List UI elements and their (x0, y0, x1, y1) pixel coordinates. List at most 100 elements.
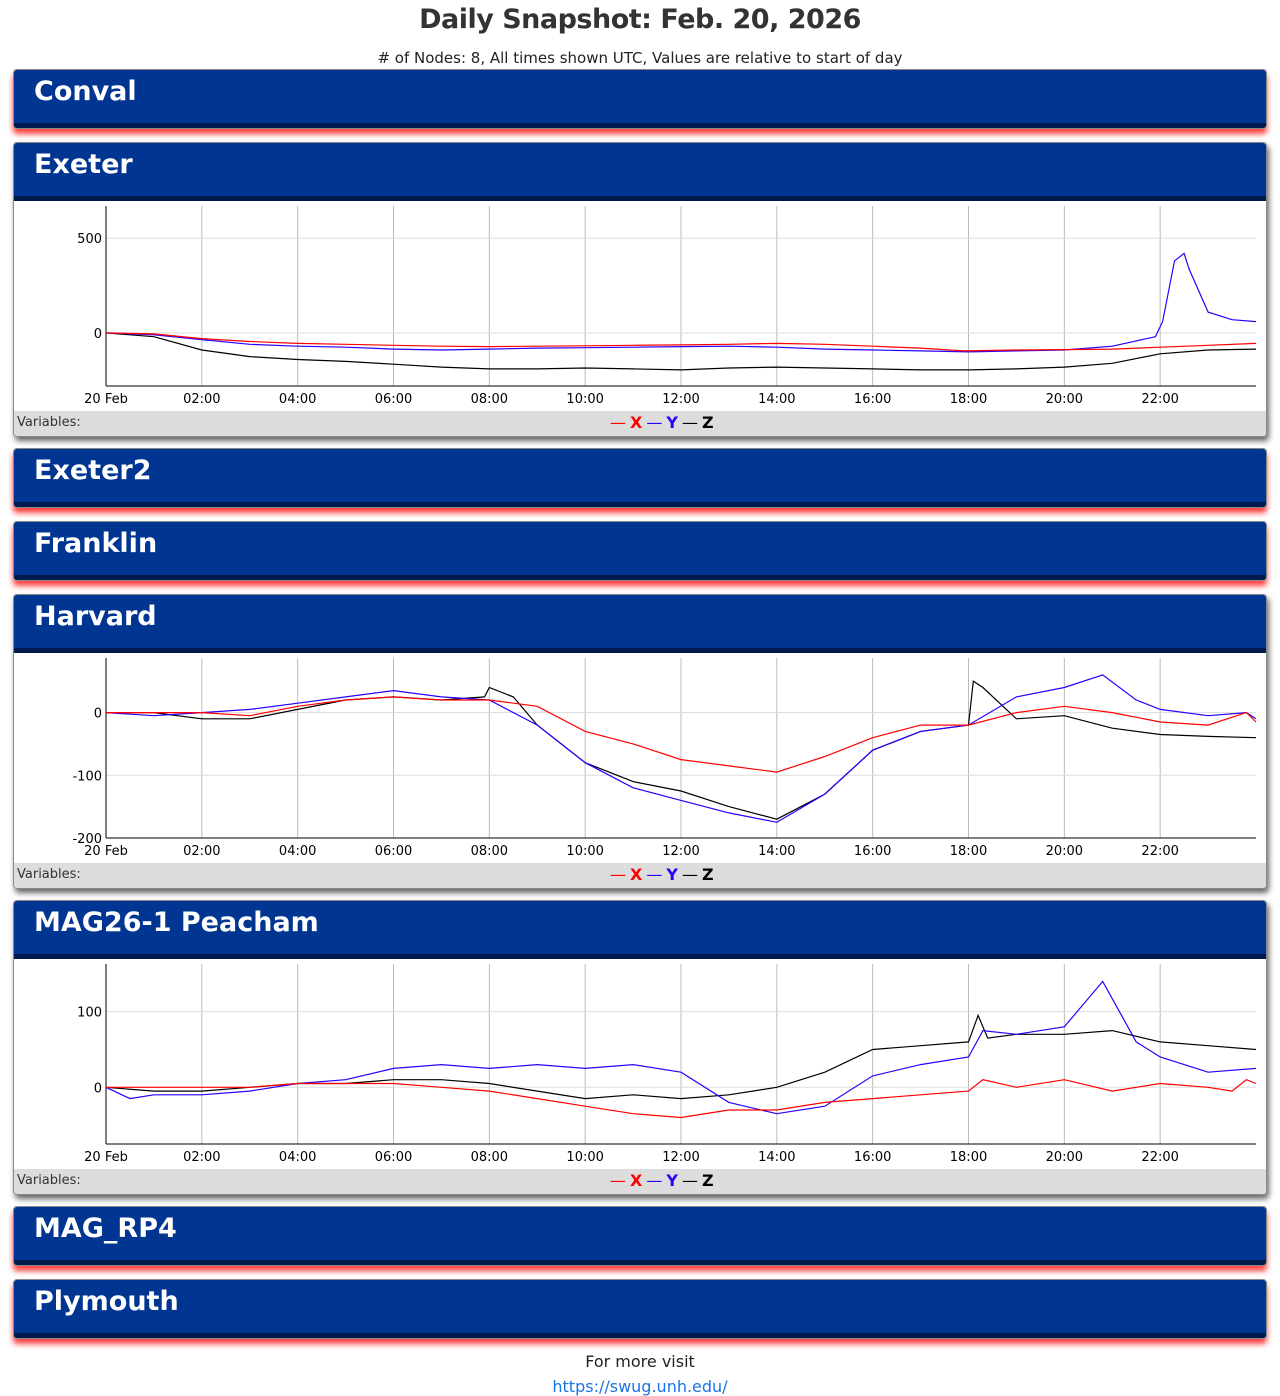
variables-bar: Variables: — X — Y — Z (14, 863, 1266, 888)
x-tick-label: 12:00 (662, 1150, 699, 1165)
x-tick-label: 12:00 (662, 392, 699, 407)
x-tick-label: 04:00 (279, 392, 316, 407)
x-tick-label: 10:00 (566, 1150, 603, 1165)
legend-item-z[interactable]: Z (701, 1171, 714, 1190)
node-panel: Harvard 20 Feb 02:00 04:00 06:00 08:00 10:00 12… (13, 594, 1267, 889)
node-header[interactable]: Exeter2 (14, 449, 1266, 507)
legend-dash: — (681, 865, 698, 884)
legend-item-x[interactable]: X (630, 1171, 643, 1190)
footer: For more visit https://swug.unh.edu/ (0, 1352, 1280, 1396)
node-panel: Franklin (13, 521, 1267, 581)
legend-dash: — (646, 1171, 663, 1190)
y-tick-label: 0 (94, 327, 102, 342)
y-tick-label: -200 (72, 832, 102, 847)
x-tick-label: 18:00 (950, 1150, 987, 1165)
x-tick-label: 14:00 (758, 392, 795, 407)
x-tick-label: 10:00 (566, 844, 603, 859)
x-tick-label: 04:00 (279, 844, 316, 859)
footer-text: For more visit (585, 1352, 695, 1371)
series-line-y (105, 980, 1257, 1115)
series-line-y (105, 252, 1257, 353)
y-tick-label: 0 (94, 1081, 102, 1096)
y-tick-label: 0 (94, 707, 102, 722)
legend-dash: — (681, 1171, 698, 1190)
node-chart: 20 Feb 02:00 04:00 06:00 08:00 10:00 12:00 14:0… (14, 201, 1266, 411)
x-tick-label: 20 Feb (84, 1150, 128, 1165)
x-tick-label: 10:00 (566, 392, 603, 407)
legend: — X — Y — Z (610, 1171, 718, 1190)
x-tick-label: 12:00 (662, 844, 699, 859)
series-line-z (105, 332, 1257, 371)
x-tick-label: 20:00 (1046, 844, 1083, 859)
x-tick-label: 16:00 (854, 392, 891, 407)
x-tick-label: 18:00 (950, 392, 987, 407)
node-panel: MAG26-1 Peacham 20 Feb 02:00 04:00 06:00 08:0… (13, 900, 1267, 1195)
series-line-x (106, 1079, 1257, 1119)
x-tick-label: 16:00 (854, 1150, 891, 1165)
node-chart: 20 Feb 02:00 04:00 06:00 08:00 10:00 12:00 14:0… (14, 959, 1266, 1169)
x-tick-label: 20:00 (1046, 1150, 1083, 1165)
node-header[interactable]: Franklin (14, 522, 1266, 580)
x-tick-label: 22:00 (1141, 844, 1178, 859)
legend-item-x[interactable]: X (630, 413, 643, 432)
legend-item-y[interactable]: Y (666, 865, 678, 884)
node-header[interactable]: Conval (14, 70, 1266, 128)
node-panels: Conval Exeter 20 Feb 02:00 04:00 06:00 08:00 10… (0, 69, 1280, 1339)
node-panel: Plymouth (13, 1279, 1267, 1339)
x-tick-label: 04:00 (279, 1150, 316, 1165)
node-header[interactable]: Plymouth (14, 1280, 1266, 1338)
chart-svg: 20 Feb 02:00 04:00 06:00 08:00 10:00 12:00 14:0… (72, 658, 1257, 859)
node-panel: Exeter 20 Feb 02:00 04:00 06:00 08:00 10:00 12:… (13, 142, 1267, 437)
x-tick-label: 20 Feb (84, 392, 128, 407)
legend-dash: — (610, 1171, 626, 1190)
node-header[interactable]: MAG_RP4 (14, 1207, 1266, 1265)
variables-label: Variables: (17, 1173, 81, 1188)
legend-dash: — (610, 413, 626, 432)
legend-dash: — (610, 865, 626, 884)
y-tick-label: 500 (77, 232, 102, 247)
node-header[interactable]: MAG26-1 Peacham (14, 901, 1266, 959)
variables-label: Variables: (17, 415, 81, 430)
x-tick-label: 02:00 (183, 844, 220, 859)
x-tick-label: 22:00 (1141, 392, 1178, 407)
chart-svg: 20 Feb 02:00 04:00 06:00 08:00 10:00 12:00 14:0… (77, 206, 1257, 407)
series-line-z (106, 680, 1257, 820)
x-tick-label: 08:00 (471, 1150, 508, 1165)
legend-item-y[interactable]: Y (666, 413, 678, 432)
legend-dash: — (646, 413, 663, 432)
x-tick-label: 08:00 (471, 392, 508, 407)
x-tick-label: 02:00 (183, 1150, 220, 1165)
x-tick-label: 16:00 (854, 844, 891, 859)
node-chart: 20 Feb 02:00 04:00 06:00 08:00 10:00 12:00 14:0… (14, 653, 1266, 863)
page-title: Daily Snapshot: Feb. 20, 2026 (419, 4, 861, 35)
legend: — X — Y — Z (610, 865, 718, 884)
legend-dash: — (681, 413, 698, 432)
node-header[interactable]: Harvard (14, 595, 1266, 653)
x-tick-label: 20 Feb (84, 844, 128, 859)
legend-dash: — (646, 865, 663, 884)
legend-item-z[interactable]: Z (701, 865, 714, 884)
x-tick-label: 02:00 (183, 392, 220, 407)
legend-item-z[interactable]: Z (701, 413, 714, 432)
legend-item-y[interactable]: Y (666, 1171, 678, 1190)
x-tick-label: 18:00 (950, 844, 987, 859)
variables-bar: Variables: — X — Y — Z (14, 1169, 1266, 1194)
x-tick-label: 06:00 (375, 392, 412, 407)
node-header[interactable]: Exeter (14, 143, 1266, 201)
x-tick-label: 14:00 (758, 1150, 795, 1165)
x-tick-label: 14:00 (758, 844, 795, 859)
variables-bar: Variables: — X — Y — Z (14, 411, 1266, 436)
series-line-x (105, 332, 1257, 352)
x-tick-label: 06:00 (375, 844, 412, 859)
legend-item-x[interactable]: X (630, 865, 643, 884)
node-panel: Conval (13, 69, 1267, 129)
series-line-x (106, 696, 1257, 773)
page-subtitle: # of Nodes: 8, All times shown UTC, Valu… (377, 49, 903, 67)
series-line-y (105, 674, 1257, 823)
variables-label: Variables: (17, 867, 81, 882)
node-panel: Exeter2 (13, 448, 1267, 508)
x-tick-label: 06:00 (375, 1150, 412, 1165)
x-tick-label: 22:00 (1141, 1150, 1178, 1165)
footer-link[interactable]: https://swug.unh.edu/ (552, 1377, 728, 1396)
chart-svg: 20 Feb 02:00 04:00 06:00 08:00 10:00 12:00 14:0… (77, 964, 1257, 1165)
